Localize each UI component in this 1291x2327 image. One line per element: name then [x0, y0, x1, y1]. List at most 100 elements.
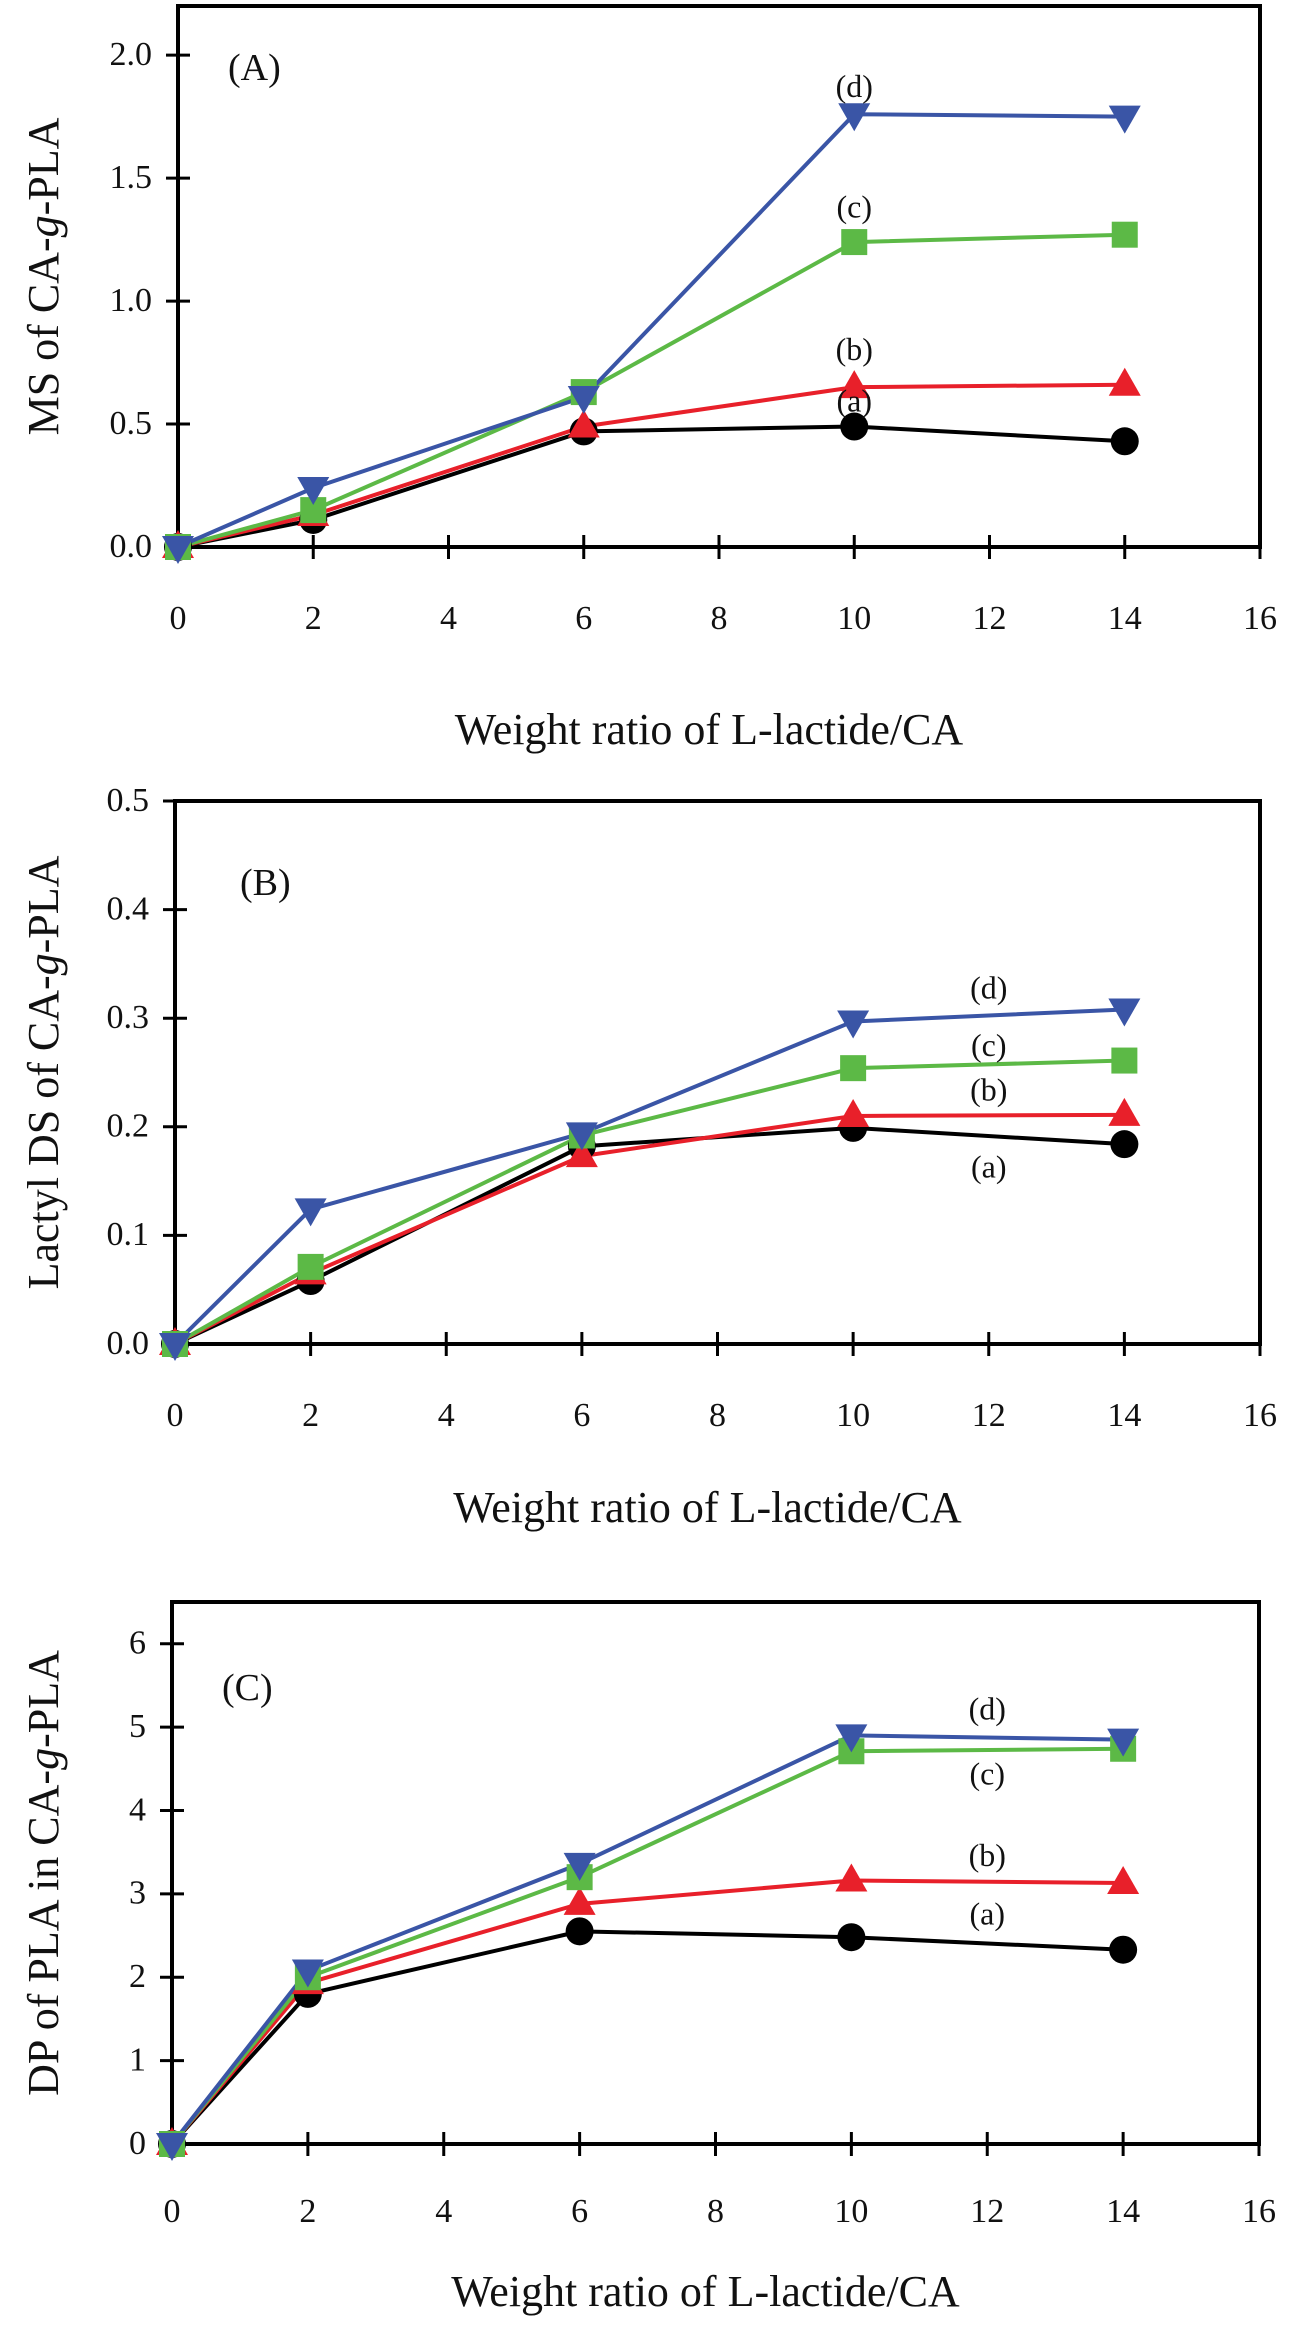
y-axis-title: MS of CA-g-PLA — [19, 117, 68, 435]
y-tick-label: 0.5 — [107, 782, 150, 819]
series-label-a: (a) — [836, 383, 872, 419]
x-tick-label: 6 — [571, 2193, 588, 2230]
x-tick-label: 10 — [836, 1397, 870, 1434]
x-tick-label: 2 — [299, 2193, 316, 2230]
series-label-a: (a) — [969, 1896, 1005, 1932]
marker-triangle-down — [1108, 998, 1141, 1027]
y-tick-label: 4 — [129, 1791, 146, 1828]
marker-triangle-down — [567, 385, 600, 414]
panel-a-chart: 0 2 4 6 8 10 12 14 16 0.0 0.5 1.0 1.5 2.0 Weight ratio… — [19, 4, 1277, 754]
series-line-c — [170, 1746, 1124, 2146]
marker-triangle-down — [1107, 1728, 1140, 1757]
x-tick-label: 6 — [573, 1397, 590, 1434]
x-tick-label: 4 — [438, 1397, 455, 1434]
y-axis-title-italic: g — [19, 215, 68, 237]
series-line-d — [170, 1733, 1124, 2146]
x-tick-label: 14 — [1107, 1397, 1141, 1434]
series-label-c: (c) — [971, 1027, 1007, 1063]
marker-triangle-down — [162, 536, 194, 564]
marker-square — [841, 229, 868, 256]
y-axis-title: Lactyl DS of CA-g-PLA — [19, 855, 68, 1289]
x-tick-label: 6 — [575, 600, 592, 637]
x-tick-label: 8 — [707, 2193, 724, 2230]
marker-triangle-up — [1108, 1097, 1141, 1126]
x-tick-label: 10 — [837, 600, 871, 637]
x-tick-label: 12 — [972, 1397, 1006, 1434]
y-axis-title-italic: g — [19, 953, 68, 975]
marker-circle — [1109, 1935, 1138, 1964]
marker-triangle-up — [837, 1098, 870, 1127]
marker-triangle-down — [297, 476, 330, 505]
x-tick-label: 16 — [1243, 600, 1277, 637]
y-axis-title-part: Lactyl DS of CA- — [19, 975, 68, 1289]
x-tick-label: 8 — [711, 600, 728, 637]
x-axis-title: Weight ratio of L-lactide/CA — [455, 705, 964, 754]
series-label-d: (d) — [970, 969, 1007, 1005]
y-tick-label: 0.1 — [107, 1216, 150, 1253]
y-tick-label: 5 — [129, 1708, 146, 1745]
x-tick-label: 4 — [440, 600, 457, 637]
x-tick-label: 2 — [302, 1397, 319, 1434]
marker-triangle-up — [1108, 367, 1141, 396]
marker-triangle-up — [565, 1139, 598, 1168]
marker-circle — [840, 412, 869, 441]
x-tick-label: 10 — [834, 2193, 868, 2230]
y-axis-title-part: -PLA — [19, 1650, 68, 1748]
y-axis-title-part: -PLA — [19, 855, 68, 953]
marker-square — [1111, 1047, 1138, 1074]
y-axis-title-part: DP of PLA in CA- — [19, 1770, 68, 2096]
marker-triangle-down — [565, 1122, 598, 1151]
marker-triangle-down — [294, 1198, 327, 1227]
y-axis-title-part: -PLA — [19, 117, 68, 215]
x-tick-label: 16 — [1242, 2193, 1276, 2230]
marker-triangle-down — [156, 2133, 188, 2161]
marker-square — [840, 1055, 867, 1082]
y-axis-title-italic: g — [19, 1748, 68, 1770]
panel-label: (A) — [228, 47, 281, 89]
x-tick-label: 16 — [1243, 1397, 1277, 1434]
marker-triangle-down — [835, 1724, 868, 1753]
marker-triangle-down — [1108, 105, 1141, 134]
y-axis-title-part: MS of CA- — [19, 237, 68, 435]
panel-b-chart: 0 2 4 6 8 10 12 14 16 0.0 0.1 0.2 0.3 0.4 0.5 Weight ra… — [19, 782, 1277, 1532]
series-label-c: (c) — [836, 188, 872, 224]
y-tick-label: 3 — [129, 1875, 146, 1912]
x-tick-label: 0 — [164, 2193, 181, 2230]
y-tick-label: 0.4 — [107, 890, 150, 927]
marker-triangle-down — [291, 1959, 324, 1988]
marker-circle — [1110, 427, 1139, 456]
y-tick-label: 0.3 — [107, 999, 150, 1036]
y-tick-label: 1.0 — [110, 282, 153, 319]
x-tick-label: 0 — [170, 600, 187, 637]
marker-triangle-up — [1107, 1866, 1140, 1895]
marker-circle — [1110, 1130, 1139, 1159]
x-tick-label: 8 — [709, 1397, 726, 1434]
marker-triangle-up — [563, 1886, 596, 1915]
y-tick-label: 2 — [129, 1958, 146, 1995]
panel-label: (C) — [222, 1667, 273, 1709]
y-tick-label: 0.0 — [107, 1325, 150, 1362]
plot-frame — [176, 4, 1262, 549]
x-tick-label: 14 — [1108, 600, 1142, 637]
y-tick-label: 1 — [129, 2041, 146, 2078]
y-axis-title: DP of PLA in CA-g-PLA — [19, 1650, 68, 2096]
series-label-c: (c) — [969, 1755, 1005, 1791]
x-tick-label: 4 — [435, 2193, 452, 2230]
series-label-d: (d) — [969, 1690, 1006, 1726]
series-label-a: (a) — [971, 1149, 1007, 1185]
marker-square — [1111, 221, 1138, 248]
y-tick-label: 1.5 — [110, 159, 153, 196]
y-tick-label: 0 — [129, 2125, 146, 2162]
x-axis-title: Weight ratio of L-lactide/CA — [451, 2267, 960, 2316]
marker-triangle-up — [567, 409, 600, 438]
series-label-b: (b) — [969, 1837, 1006, 1873]
x-tick-label: 0 — [167, 1397, 184, 1434]
series-label-d: (d) — [836, 68, 873, 104]
panel-label: (B) — [240, 862, 291, 904]
x-tick-label: 12 — [973, 600, 1007, 637]
y-tick-label: 0.5 — [110, 405, 153, 442]
x-axis-title: Weight ratio of L-lactide/CA — [453, 1483, 962, 1532]
series-label-b: (b) — [836, 331, 873, 367]
